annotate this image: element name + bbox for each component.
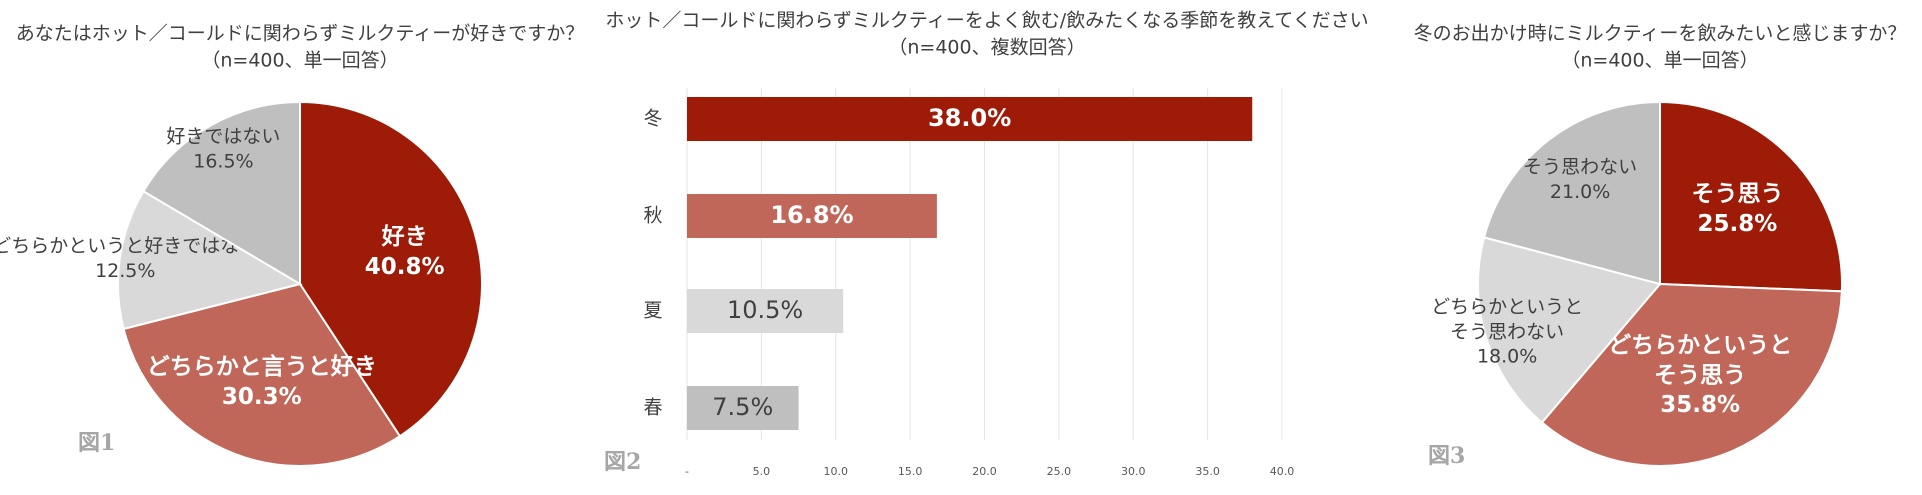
chart-subtitle: （n=400、複数回答）	[888, 37, 1085, 59]
slice-label: 好き	[381, 224, 428, 250]
x-tick-label: 35.0	[1195, 465, 1220, 478]
bar	[687, 386, 799, 430]
slice-label: どちらかというとそう思わない	[1431, 295, 1583, 342]
pie-slice	[1659, 100, 1843, 293]
x-tick-label: 30.0	[1121, 465, 1146, 478]
bar	[687, 97, 1253, 141]
bar	[687, 194, 937, 238]
y-tick-label: 夏	[643, 300, 662, 322]
pie-slice	[117, 189, 303, 331]
bar-value-label: 10.5%	[727, 296, 803, 324]
chart-title: 冬のお出かけ時にミルクティーを飲みたいと感じますか？	[1414, 23, 1907, 45]
figure-label: 図1	[78, 430, 115, 456]
x-tick-label: 20.0	[972, 465, 997, 478]
x-tick-label: 10.0	[824, 465, 849, 478]
x-tick-label: 25.0	[1047, 465, 1072, 478]
slice-value-label: 25.8%	[1698, 211, 1778, 237]
slice-value-label: 16.5%	[193, 151, 253, 173]
slice-label: どちらかというと好きではない	[0, 235, 258, 257]
x-tick-label: 15.0	[898, 465, 923, 478]
y-tick-label: 春	[643, 397, 662, 419]
figure-label: 図3	[1428, 443, 1465, 469]
x-tick-label: 5.0	[753, 465, 771, 478]
chart-subtitle: （n=400、単一回答）	[201, 50, 398, 72]
slice-value-label: 12.5%	[95, 260, 155, 282]
slice-value-label: 35.8%	[1660, 392, 1740, 418]
slice-label: どちらかというとそう思う	[1608, 332, 1792, 388]
bar-value-label: 16.8%	[770, 201, 853, 229]
slice-label: そう思わない	[1523, 156, 1637, 178]
slice-value-label: 18.0%	[1477, 345, 1537, 367]
slice-label: どちらかと言うと好き	[147, 353, 377, 380]
x-tick-label: -	[685, 465, 689, 478]
slice-value-label: 40.8%	[365, 254, 445, 280]
bar	[687, 289, 844, 333]
pie-slice	[1477, 236, 1662, 424]
x-tick-label: 40.0	[1270, 465, 1295, 478]
y-tick-label: 冬	[643, 108, 662, 130]
pie-slice	[1540, 282, 1843, 467]
bar-value-label: 7.5%	[712, 393, 773, 421]
slice-value-label: 21.0%	[1550, 181, 1610, 203]
bar-value-label: 38.0%	[928, 104, 1011, 132]
slice-label: そう思う	[1691, 181, 1783, 207]
slice-value-label: 30.3%	[222, 384, 302, 410]
figure-label: 図2	[604, 449, 641, 475]
pie-slice	[142, 100, 301, 286]
chart-subtitle: （n=400、単一回答）	[1561, 50, 1758, 72]
pie-slice	[122, 282, 402, 467]
chart-title: あなたはホット／コールドに関わらずミルクティーが好きですか？	[16, 23, 584, 45]
pie-slice	[1482, 100, 1661, 286]
slice-label: 好きではない	[166, 126, 280, 148]
y-tick-label: 秋	[643, 205, 662, 227]
chart-title: ホット／コールドに関わらずミルクティーをよく飲む/飲みたくなる季節を教えてくださ…	[605, 10, 1368, 32]
